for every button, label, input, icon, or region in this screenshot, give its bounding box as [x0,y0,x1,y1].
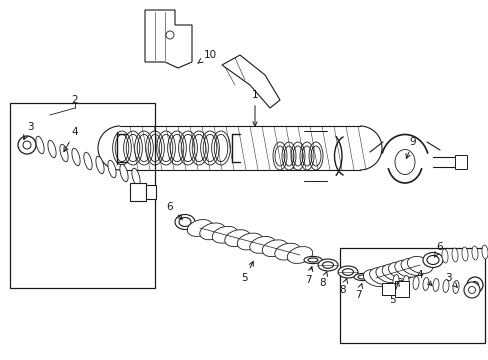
Bar [146,185,156,199]
Text: 5: 5 [388,282,398,305]
Text: 5: 5 [241,261,253,283]
Ellipse shape [387,262,413,279]
Ellipse shape [402,275,408,288]
Ellipse shape [363,270,388,287]
Ellipse shape [224,230,250,247]
Text: 8: 8 [319,272,327,288]
Circle shape [18,136,36,154]
Circle shape [165,31,174,39]
Ellipse shape [108,160,116,178]
Ellipse shape [342,269,353,275]
Text: 3: 3 [444,273,456,287]
Ellipse shape [432,279,438,292]
Circle shape [466,277,482,293]
Ellipse shape [357,275,367,279]
Ellipse shape [237,233,262,250]
Ellipse shape [179,217,191,226]
Ellipse shape [407,256,432,274]
Polygon shape [222,55,280,108]
Ellipse shape [392,275,398,288]
Ellipse shape [369,267,394,285]
Ellipse shape [304,256,321,264]
Ellipse shape [84,152,92,170]
Ellipse shape [307,258,317,262]
Ellipse shape [274,243,300,260]
Ellipse shape [471,246,477,260]
Ellipse shape [200,223,225,240]
Circle shape [23,141,31,149]
Ellipse shape [461,247,467,261]
Bar [10,103,155,288]
Bar [339,248,484,343]
Text: 8: 8 [339,279,347,295]
Text: 7: 7 [354,284,362,300]
Ellipse shape [426,256,438,265]
Ellipse shape [382,264,407,281]
Bar [454,155,466,169]
Ellipse shape [375,266,401,283]
Circle shape [470,282,478,288]
Ellipse shape [337,266,357,278]
Ellipse shape [36,136,44,154]
Bar [394,281,408,297]
Text: 6: 6 [434,242,443,257]
Ellipse shape [353,273,371,280]
Bar [381,283,394,295]
Ellipse shape [212,226,237,243]
Ellipse shape [322,262,333,268]
Ellipse shape [394,260,419,277]
Ellipse shape [452,280,458,293]
Ellipse shape [441,249,447,263]
Text: 2: 2 [72,95,78,105]
Ellipse shape [442,279,448,292]
Text: 6: 6 [166,202,182,219]
Polygon shape [145,10,192,68]
Text: 3: 3 [24,122,33,140]
Text: 10: 10 [198,50,216,63]
Ellipse shape [317,259,337,271]
Ellipse shape [286,247,312,264]
Ellipse shape [48,140,56,158]
Ellipse shape [400,258,426,275]
Text: 4: 4 [416,270,431,285]
Ellipse shape [175,215,195,230]
Ellipse shape [422,252,442,267]
Text: 1: 1 [251,90,258,126]
Ellipse shape [262,240,287,257]
Text: 7: 7 [304,267,312,285]
Ellipse shape [481,245,487,259]
Ellipse shape [132,168,140,186]
Ellipse shape [72,148,80,166]
Text: 9: 9 [405,137,415,158]
Ellipse shape [120,164,128,182]
Ellipse shape [422,278,428,291]
Circle shape [463,282,479,298]
Ellipse shape [187,220,212,237]
Ellipse shape [96,156,104,174]
Bar [130,183,146,201]
Ellipse shape [451,248,457,262]
Ellipse shape [412,276,418,289]
Circle shape [468,287,474,293]
Text: 4: 4 [64,127,78,152]
Ellipse shape [249,237,275,253]
Ellipse shape [60,144,68,162]
